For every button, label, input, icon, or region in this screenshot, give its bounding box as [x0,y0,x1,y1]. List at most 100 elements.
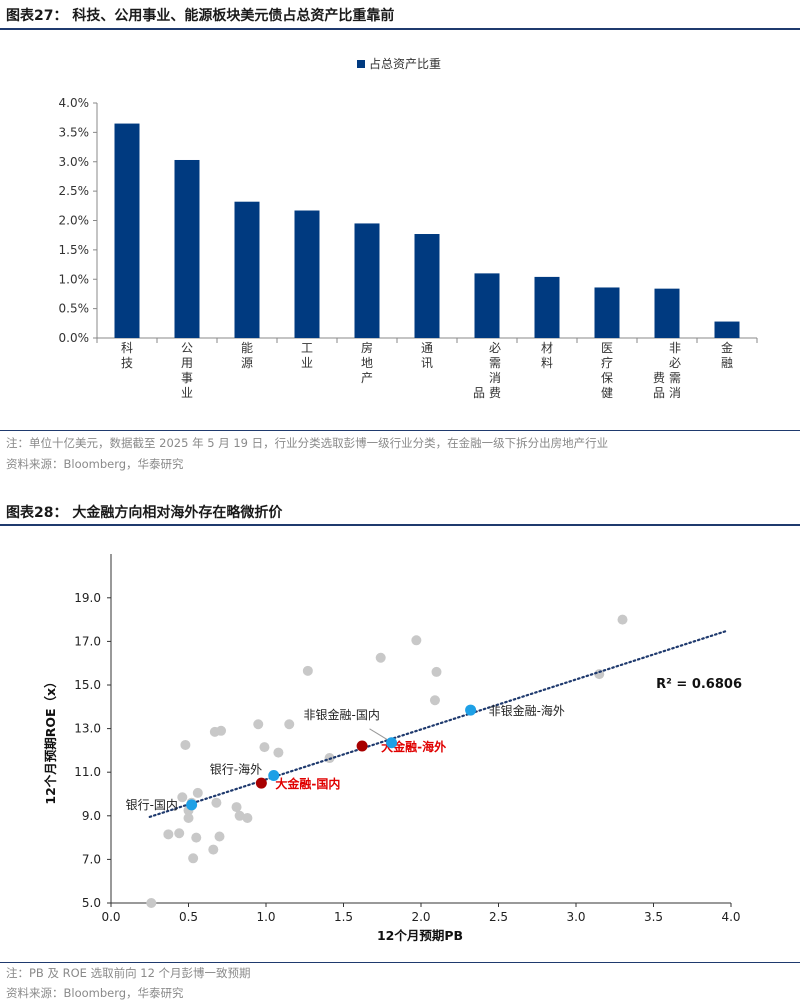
bar-医疗保健 [594,287,620,338]
scatter-point [174,828,185,839]
scatter-point [214,831,225,842]
scatter-point [259,742,270,753]
bar-科技 [114,123,140,338]
bar-chart: 占总资产比重 0.0% 0.5% 1.0% 1.5% 2.0% 2.5% 3.0% 3.5% 4… [59,56,758,400]
highlight-point [268,769,280,781]
bar-x-label: 工业 [301,341,313,370]
bar-x-label: 必需消费品 [473,341,501,400]
r-squared-label: R² = 0.6806 [656,677,742,692]
bar-材料 [534,276,560,338]
bar-x-label: 能源 [241,341,253,370]
scatter-point [253,719,264,730]
scatter-y-tick-label: 19.0 [74,591,101,605]
highlight-point [386,737,398,749]
bar-公用事业 [174,159,200,338]
bar-必需消费品 [474,273,500,338]
bar-x-label: 金融 [721,340,733,370]
figure27-top-rule [0,28,800,30]
figure28-bottom-rule [0,962,800,963]
bar-y-tick-label: 2.5% [59,184,90,198]
bar-x-label: 非必需消费品 [653,341,681,400]
scatter-y-tick-label: 13.0 [74,722,101,736]
scatter-point [211,797,222,808]
highlight-label: 非银金融-国内 [304,707,380,722]
bar-x-label: 房地产 [361,340,373,385]
bar-x-label: 公用事业 [181,341,193,400]
scatter-point [188,853,199,864]
scatter-point [146,898,157,908]
scatter-y-tick-label: 9.0 [82,809,101,823]
bar-x-label: 科技 [121,341,133,370]
scatter-point [231,802,242,813]
figure28-source: 资料来源：Bloomberg，华泰研究 [6,986,184,1000]
bar-x-label: 材料 [541,341,553,370]
scatter-point [429,695,440,706]
trendline [148,629,730,818]
figure28-note: 注：PB 及 ROE 选取前向 12 个月彭博一致预期 [6,966,251,980]
bar-非必需消费品 [654,288,680,338]
scatter-point [284,719,295,730]
highlight-label: 大金融-海外 [381,739,446,754]
highlight-label: 银行-国内 [126,798,178,812]
scatter-point [431,666,442,677]
bar-x-label: 医疗保健 [601,341,613,400]
bar-工业 [294,210,320,338]
scatter-x-tick-label: 2.0 [411,910,430,924]
scatter-x-tick-label: 0.5 [179,910,198,924]
highlight-label: 银行-海外 [210,761,262,776]
bar-y-tick-label: 3.5% [59,125,90,139]
scatter-y-tick-label: 15.0 [74,678,101,692]
scatter-point [180,739,191,750]
highlight-point [465,704,477,716]
scatter-point [177,792,188,803]
legend-label: 占总资产比重 [369,56,441,71]
scatter-y-tick-label: 7.0 [82,852,101,866]
scatter-point [302,665,313,676]
bar-能源 [234,201,260,338]
scatter-chart: 5.0 7.0 9.0 11.0 13.0 15.0 17.0 19.0 0.0 0.5 1.0 1.… [43,554,742,943]
x-axis-title: 12个月预期PB [377,928,463,943]
bar-y-tick-label: 1.5% [59,243,90,257]
scatter-point [208,844,219,855]
figure27-title: 图表27： 科技、公用事业、能源板块美元债占总资产比重靠前 [6,8,395,24]
scatter-point [273,747,284,758]
scatter-point [411,635,422,646]
bar-y-tick-label: 0.0% [59,331,90,345]
highlight-point [255,777,267,789]
bar-x-label: 通讯 [421,341,433,370]
bar-y-tick-label: 3.0% [59,155,90,169]
scatter-y-tick-label: 5.0 [82,896,101,910]
bar-通讯 [414,234,440,338]
scatter-point [234,810,245,821]
scatter-point [163,829,174,840]
highlight-point [356,740,368,752]
figure27-source: 资料来源：Bloomberg，华泰研究 [6,457,184,471]
scatter-point [242,812,253,823]
bar-y-tick-label: 0.5% [59,302,90,316]
scatter-x-tick-label: 2.5 [489,910,508,924]
scatter-point [192,787,203,798]
bar-y-tick-label: 2.0% [59,214,90,228]
leader-line [369,728,388,741]
y-axis-title: 12个月预期ROE（x） [43,675,58,804]
scatter-x-tick-label: 4.0 [721,910,740,924]
figure27-bottom-rule [0,430,800,431]
bar-y-tick-label: 4.0% [59,96,90,110]
scatter-x-tick-label: 1.5 [334,910,353,924]
figure27-note: 注：单位十亿美元，数据截至 2025 年 5 月 19 日，行业分类选取彭博一级… [6,436,609,450]
bar-金融 [714,321,740,338]
scatter-point [375,652,386,663]
highlight-label: 非银金融-海外 [489,703,565,718]
legend-swatch [357,60,365,68]
scatter-point [191,832,202,843]
scatter-x-tick-label: 0.0 [101,910,120,924]
figure28-top-rule [0,524,800,526]
highlight-label: 大金融-国内 [275,776,340,791]
scatter-point [183,812,194,823]
scatter-point [617,614,628,625]
scatter-x-tick-label: 3.5 [644,910,663,924]
scatter-y-tick-label: 17.0 [74,634,101,648]
figure28-title: 图表28： 大金融方向相对海外存在略微折价 [6,505,283,521]
scatter-x-tick-label: 3.0 [566,910,585,924]
bar-房地产 [354,223,380,338]
